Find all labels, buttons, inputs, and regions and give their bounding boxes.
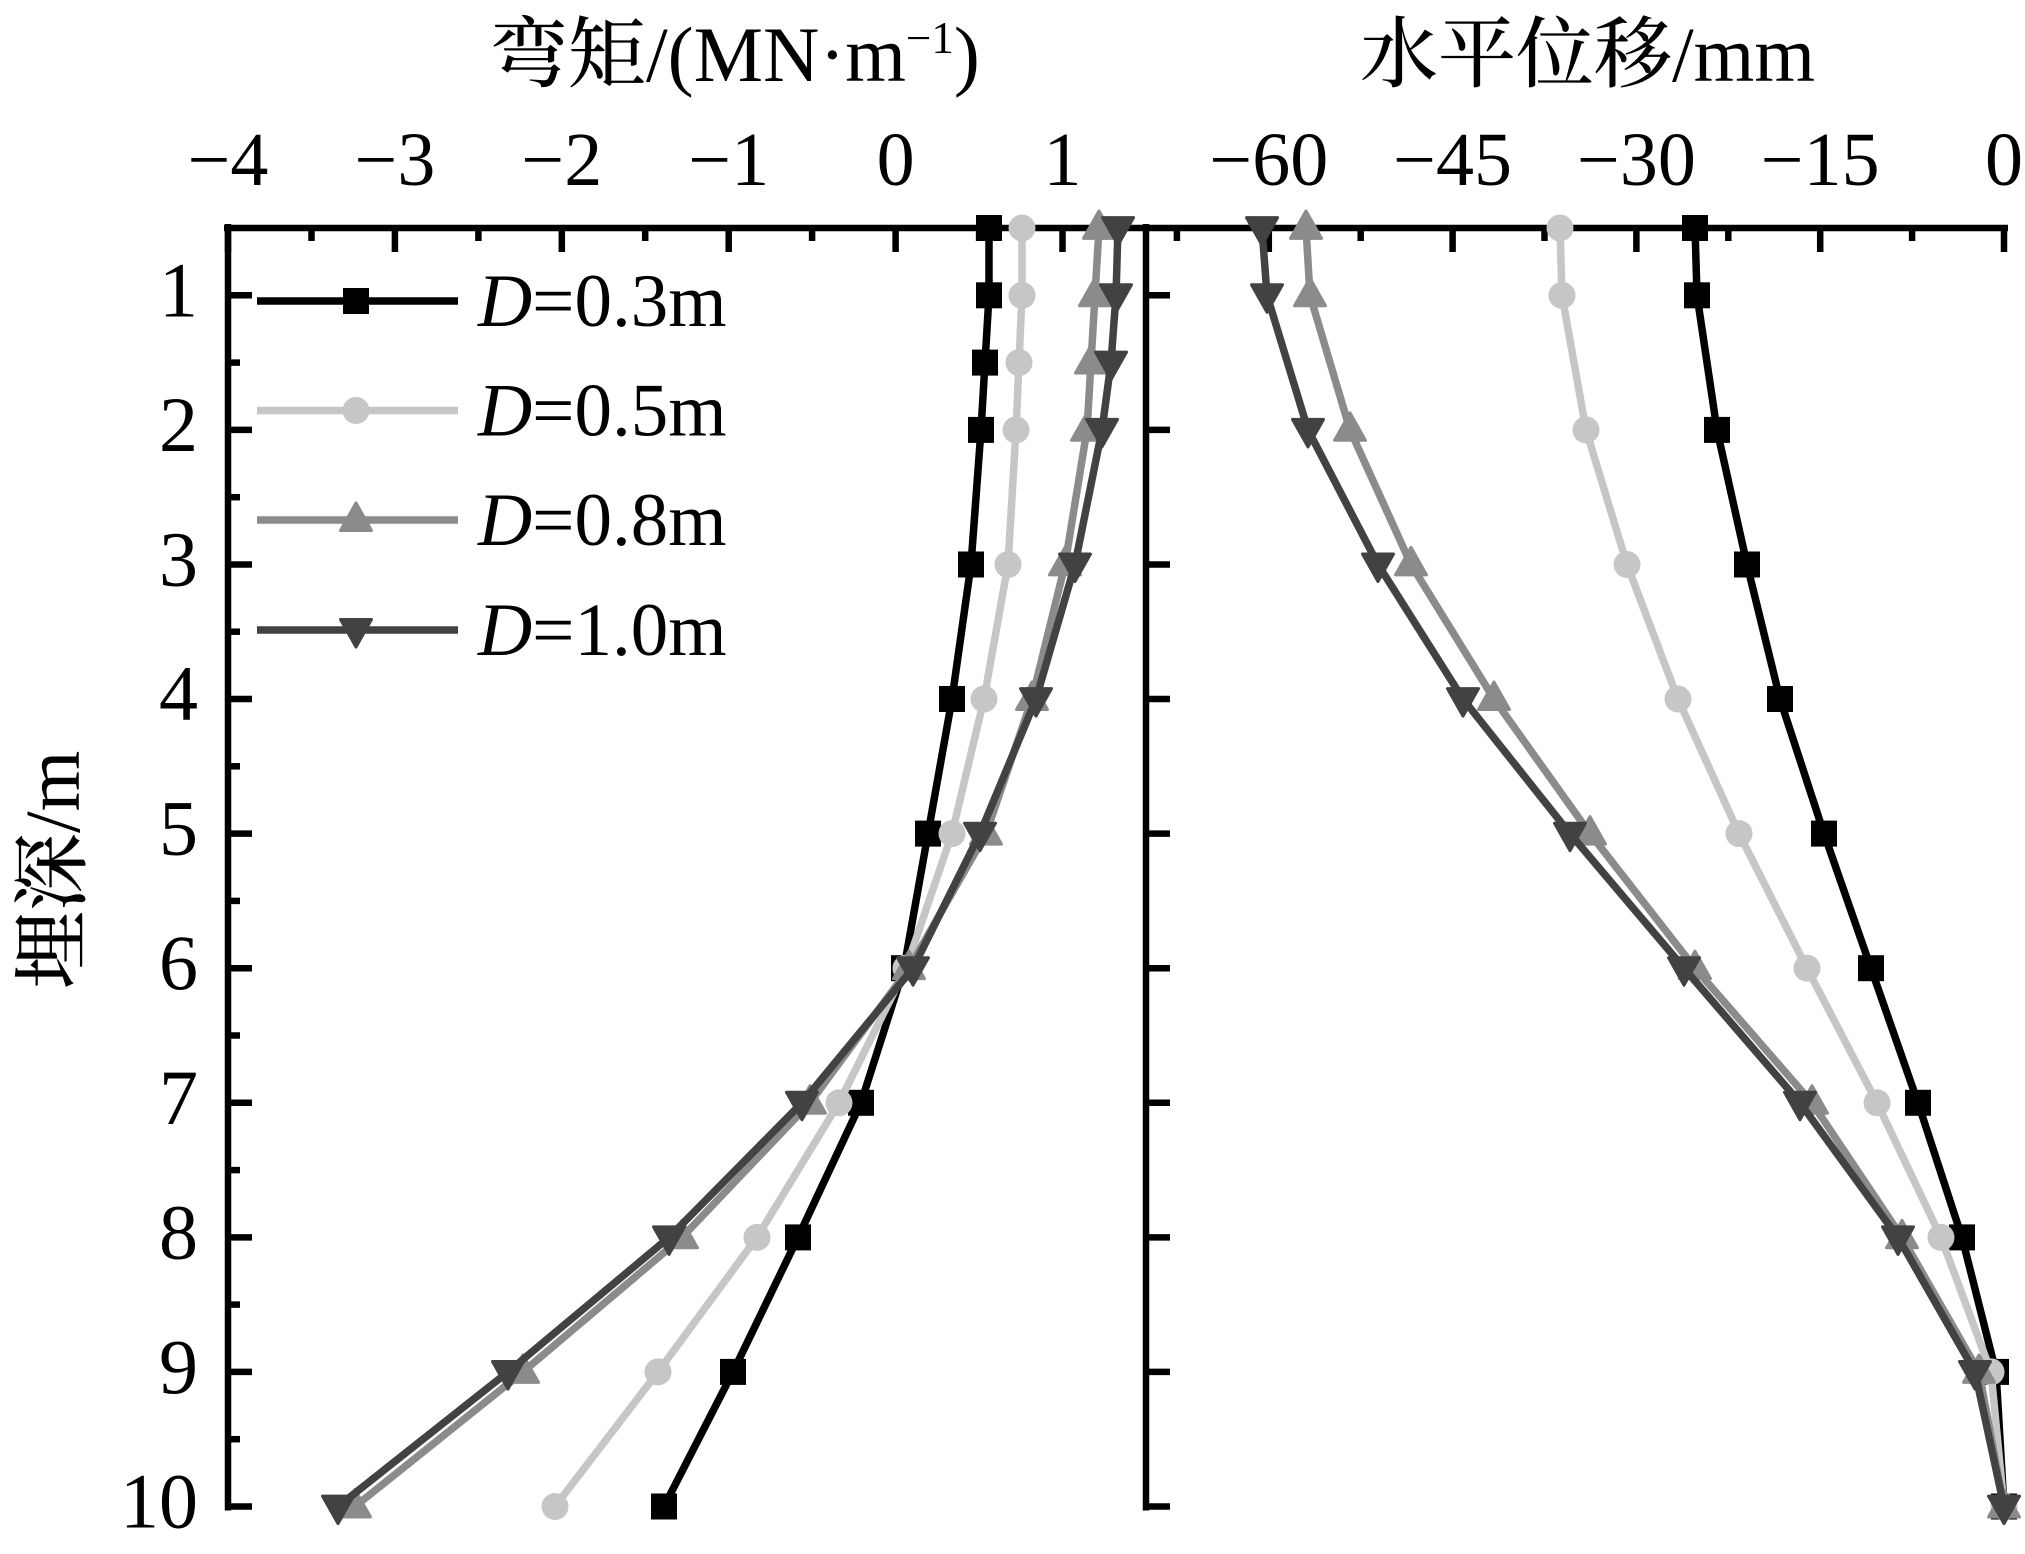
- svg-text:0: 0: [877, 118, 915, 202]
- svg-text:−60: −60: [1209, 118, 1328, 202]
- svg-text:10: 10: [120, 1458, 198, 1545]
- svg-text:−15: −15: [1761, 118, 1880, 202]
- svg-text:−2: −2: [521, 118, 602, 202]
- svg-text:−45: −45: [1393, 118, 1512, 202]
- svg-text:−30: −30: [1577, 118, 1696, 202]
- svg-text:8: 8: [159, 1188, 198, 1275]
- svg-text:5: 5: [159, 785, 198, 872]
- svg-text:6: 6: [159, 919, 198, 1006]
- svg-text:D=0.3m: D=0.3m: [477, 260, 727, 343]
- svg-text:2: 2: [159, 381, 198, 468]
- svg-text:/m: /m: [9, 751, 96, 833]
- svg-text:3: 3: [159, 516, 198, 603]
- svg-text:D=0.5m: D=0.5m: [477, 370, 727, 453]
- svg-text:0: 0: [1985, 118, 2023, 202]
- svg-text:−1: −1: [688, 118, 769, 202]
- svg-text:1: 1: [159, 246, 198, 333]
- svg-text:D=1.0m: D=1.0m: [477, 589, 727, 672]
- svg-text:/mm: /mm: [1672, 11, 1815, 98]
- svg-text:7: 7: [159, 1054, 198, 1141]
- svg-text:−4: −4: [188, 118, 269, 202]
- svg-text:4: 4: [159, 650, 198, 737]
- svg-text:D=0.8m: D=0.8m: [477, 479, 727, 562]
- svg-text:9: 9: [159, 1323, 198, 1410]
- svg-text:1: 1: [1044, 118, 1082, 202]
- svg-text:−3: −3: [354, 118, 435, 202]
